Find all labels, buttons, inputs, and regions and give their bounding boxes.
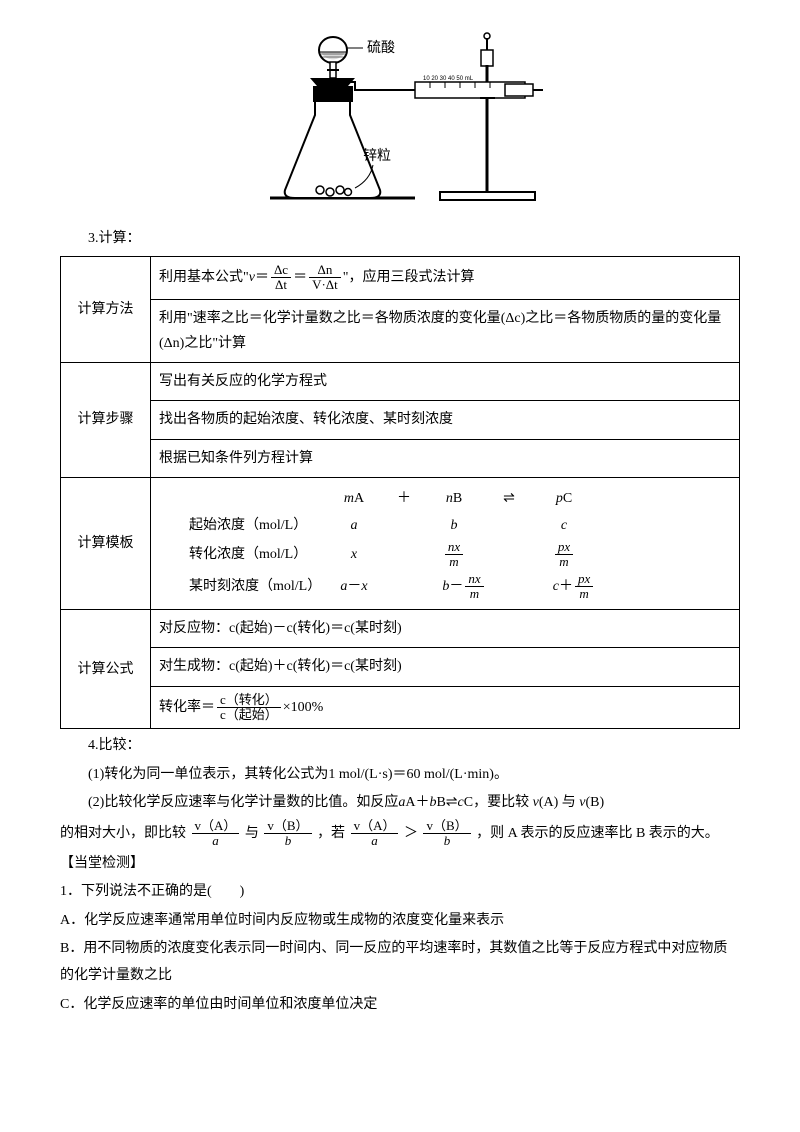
row3-label: 计算模板 (61, 477, 151, 610)
row4-label: 计算公式 (61, 610, 151, 729)
row3-template: mA ＋ nB ⇌ pC 起始浓度（mol/L） a b c 转化浓度（mol/… (151, 477, 740, 610)
row1a: 利用基本公式"v＝ΔcΔt＝ΔnV·Δt"，应用三段式法计算 (151, 257, 740, 300)
section3-title: 3.计算： (60, 226, 740, 253)
label-zinc: 锌粒 (363, 148, 391, 164)
section4-p2: (2)比较化学反应速率与化学计量数的比值。如反应aA＋bB⇌cC，要比较 v(A… (60, 790, 740, 817)
row4c: 转化率＝c（转化）c（起始）×100% (151, 686, 740, 729)
row2a: 写出有关反应的化学方程式 (151, 363, 740, 401)
row4b: 对生成物：c(起始)＋c(转化)＝c(某时刻) (151, 648, 740, 686)
apparatus-diagram: 硫酸 锌粒 10 20 30 40 50 mL (60, 30, 740, 216)
row2b: 找出各物质的起始浓度、转化浓度、某时刻浓度 (151, 401, 740, 439)
syringe-scale: 10 20 30 40 50 mL (423, 76, 474, 82)
section4-p3: 的相对大小，即比较 v（A）a 与 v（B）b ，若 v（A）a ＞ v（B）b… (60, 819, 740, 849)
exam-optB: B．用不同物质的浓度变化表示同一时间内、同一反应的平均速率时，其数值之比等于反应… (60, 936, 740, 989)
section4-title: 4.比较： (60, 733, 740, 760)
label-sulfuric: 硫酸 (367, 40, 395, 56)
row4a: 对反应物：c(起始)－c(转化)＝c(某时刻) (151, 610, 740, 648)
row1-label: 计算方法 (61, 257, 151, 363)
apparatus-svg: 硫酸 锌粒 10 20 30 40 50 mL (255, 30, 545, 205)
exam-optA: A．化学反应速率通常用单位时间内反应物或生成物的浓度变化量来表示 (60, 908, 740, 935)
row2-label: 计算步骤 (61, 363, 151, 478)
row2c: 根据已知条件列方程计算 (151, 439, 740, 477)
exam-header: 【当堂检测】 (60, 851, 740, 878)
calculation-table: 计算方法 利用基本公式"v＝ΔcΔt＝ΔnV·Δt"，应用三段式法计算 利用"速… (60, 256, 740, 729)
exam-optC: C．化学反应速率的单位由时间单位和浓度单位决定 (60, 992, 740, 1019)
row1b: 利用"速率之比＝化学计量数之比＝各物质浓度的变化量(Δc)之比＝各物质物质的量的… (151, 299, 740, 362)
section4-p1: (1)转化为同一单位表示，其转化公式为1 mol/(L·s)＝60 mol/(L… (60, 762, 740, 789)
exam-q1: 1．下列说法不正确的是( ) (60, 879, 740, 906)
